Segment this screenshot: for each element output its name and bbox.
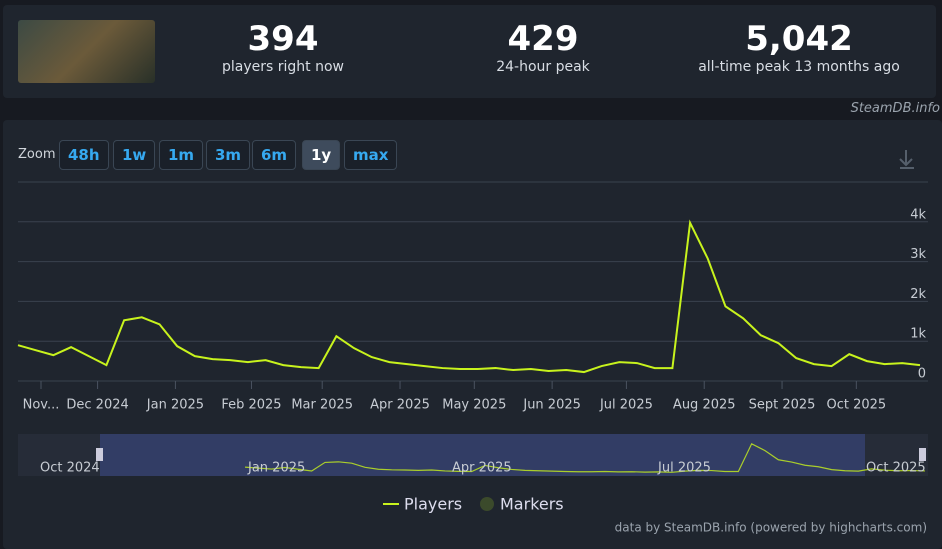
- y-tick-label: 1k: [910, 327, 926, 342]
- legend-label[interactable]: Markers: [500, 495, 564, 514]
- x-tick-label: Dec 2024: [66, 398, 128, 413]
- x-tick-label: Feb 2025: [221, 398, 281, 413]
- navigator-label: Jan 2025: [247, 461, 305, 476]
- stat-value: 394: [247, 19, 319, 59]
- zoom-button[interactable]: 1w: [113, 140, 156, 170]
- navigator-handle[interactable]: [919, 448, 926, 461]
- x-tick-label: Sept 2025: [749, 398, 816, 413]
- series-line: [17, 219, 921, 374]
- x-tick-label: Jun 2025: [522, 398, 581, 413]
- navigator-window[interactable]: [100, 434, 865, 476]
- legend-label[interactable]: Players: [404, 495, 462, 514]
- x-tick-label: Mar 2025: [291, 398, 353, 413]
- zoom-button[interactable]: 3m: [206, 140, 251, 170]
- x-tick-label: Jan 2025: [146, 398, 204, 413]
- zoom-button[interactable]: 6m: [252, 140, 297, 170]
- zoom-button[interactable]: 1m: [159, 140, 204, 170]
- x-tick-label: Oct 2025: [826, 398, 886, 413]
- x-tick-label: Nov...: [23, 398, 60, 413]
- x-tick-label: Aug 2025: [673, 398, 736, 413]
- legend-symbol: [480, 497, 494, 511]
- y-tick-label: 0: [918, 367, 926, 382]
- zoom-label: Zoom: [18, 147, 56, 162]
- stat-label: 24-hour peak: [496, 59, 590, 75]
- x-tick-label: Apr 2025: [370, 398, 430, 413]
- y-tick-label: 2k: [910, 287, 926, 302]
- game-image: [18, 20, 155, 83]
- stat-label: all-time peak 13 months ago: [698, 59, 900, 75]
- navigator-line: [244, 442, 926, 473]
- brand: SteamDB.info: [850, 101, 940, 116]
- stat: 429 24-hour peak: [423, 19, 663, 75]
- stats-panel: 394 players right now 429 24-hour peak 5,042…: [3, 5, 936, 98]
- navigator-label: Oct 2024: [40, 461, 100, 476]
- x-tick-label: May 2025: [442, 398, 506, 413]
- x-tick-label: Jul 2025: [599, 398, 653, 413]
- zoom-button[interactable]: 48h: [59, 140, 109, 170]
- navigator-label: Jul 2025: [657, 461, 711, 476]
- stat-value: 5,042: [745, 19, 853, 59]
- navigator-handle[interactable]: [96, 448, 103, 461]
- y-tick-label: 3k: [910, 247, 926, 262]
- download-icon[interactable]: [899, 150, 914, 169]
- stat: 394 players right now: [163, 19, 403, 75]
- stat: 5,042 all-time peak 13 months ago: [679, 19, 919, 75]
- zoom-button[interactable]: 1y: [302, 140, 341, 170]
- navigator-label: Apr 2025: [452, 461, 512, 476]
- credits: data by SteamDB.info (powered by highcha…: [615, 521, 927, 535]
- chart: 0 1k 2k 3k 4k Nov... Dec 2024 Jan 2025 Feb 2025 M…: [17, 150, 928, 535]
- zoom-button[interactable]: max: [344, 140, 398, 170]
- stat-label: players right now: [222, 59, 344, 75]
- stat-value: 429: [507, 19, 579, 59]
- navigator-label: Oct 2025: [866, 461, 926, 476]
- chart-panel: Zoom 48h 1w 1m 3m 6m 1y max 0 1k 2k 3k 4k Nov... Dec…: [3, 120, 942, 549]
- y-tick-label: 4k: [910, 207, 926, 222]
